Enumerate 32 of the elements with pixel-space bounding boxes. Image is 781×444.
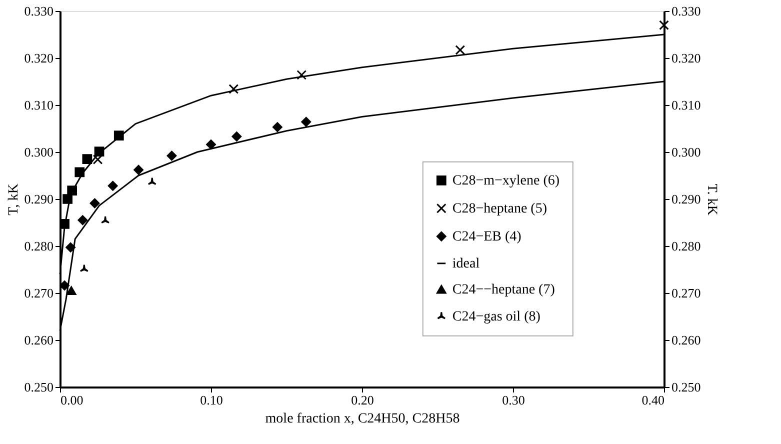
y-tick-label: 0.280 [24,238,54,254]
y-tick-label: 0.290 [24,192,54,206]
y2-tick-label: 0.250 [672,380,701,394]
y2-axis-title: T. kK [704,184,719,216]
y2-tick-label: 0.320 [672,50,701,66]
y2-tick-label: 0.300 [672,144,701,160]
x-tick-label: 0.00 [60,392,84,408]
legend-label: C28−heptane (5) [452,201,548,216]
x-tick-label: 0.10 [200,392,223,408]
x-tick-label: 0.40 [642,392,664,408]
y-axis-title: T, kK [6,184,22,216]
y2-tick-label: 0.270 [672,286,701,300]
y-tick-label: 0.330 [24,4,54,18]
y2-tick-label: 0.330 [672,4,701,18]
x-axis-title: mole fraction x, C24H50, C28H58 [265,412,460,426]
y2-tick-label: 0.280 [672,238,701,254]
y-tick-label: 0.250 [24,380,54,394]
y-tick-label: 0.310 [24,98,54,112]
legend-label: C24−−heptane (7) [452,282,556,298]
x-tick-label: 0.20 [351,392,374,408]
y2-tick-label: 0.260 [672,332,701,348]
y-tick-label: 0.270 [24,286,54,300]
y-tick-label: 0.300 [24,144,54,160]
y-tick-label: 0.320 [24,50,54,66]
legend-label: ideal [452,256,480,272]
y2-tick-label: 0.310 [672,98,701,112]
y-tick-label: 0.260 [24,332,54,348]
legend-label: C24−EB (4) [452,229,522,244]
legend-label: C24−gas oil (8) [452,309,541,324]
y2-tick-label: 0.290 [672,192,701,206]
legend-label: C28−m−xylene (6) [452,173,560,188]
x-tick-label: 0.30 [502,392,525,408]
